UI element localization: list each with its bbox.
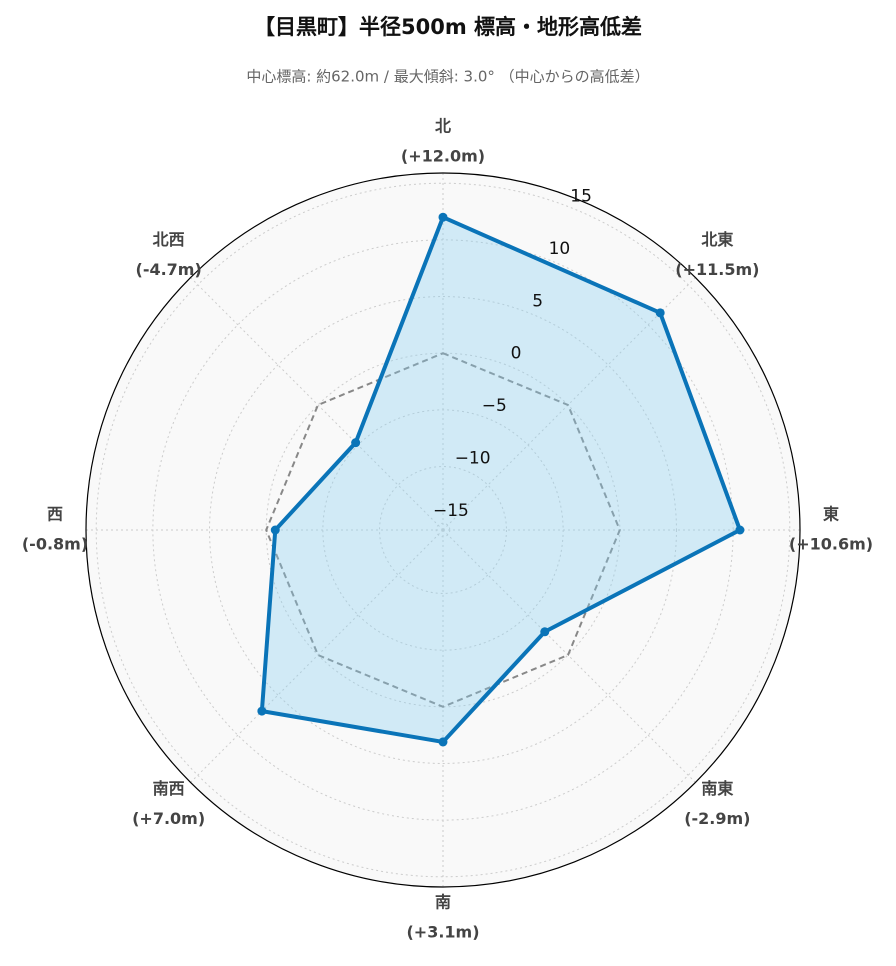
r-tick-label: 5 — [532, 291, 543, 311]
value-label: (+3.1m) — [406, 923, 479, 942]
category-label: 北西 — [153, 230, 185, 249]
r-tick-label: −15 — [433, 501, 469, 521]
data-point — [438, 212, 448, 222]
chart-subtitle: 中心標高: 約62.0m / 最大傾斜: 3.0° （中心からの高低差） — [246, 68, 649, 86]
value-label: (-0.8m) — [22, 535, 88, 554]
category-label: 西 — [47, 505, 63, 524]
data-point — [257, 706, 267, 716]
category-label: 南 — [435, 893, 451, 912]
data-point — [655, 308, 665, 318]
category-label: 北 — [435, 117, 451, 136]
r-tick-label: 10 — [549, 239, 571, 259]
value-label: (+11.5m) — [675, 260, 759, 279]
data-point — [351, 438, 361, 448]
data-point — [270, 525, 280, 535]
value-label: (+7.0m) — [132, 809, 205, 828]
category-label: 南西 — [153, 779, 185, 798]
data-point — [438, 737, 448, 747]
category-label: 東 — [823, 505, 839, 524]
value-label: (-4.7m) — [136, 260, 202, 279]
data-point — [540, 627, 550, 637]
category-label: 北東 — [701, 230, 733, 249]
reference-line — [265, 352, 621, 708]
grid-circle — [379, 466, 507, 594]
r-tick-label: 0 — [511, 344, 522, 364]
value-label: (+12.0m) — [401, 147, 485, 166]
plot-border — [85, 172, 801, 888]
data-point — [735, 525, 745, 535]
value-label: (+10.6m) — [789, 535, 873, 554]
grid-circle — [209, 296, 677, 764]
category-label: 南東 — [701, 779, 733, 798]
r-tick-label: 15 — [570, 187, 592, 207]
r-tick-label: −5 — [482, 396, 507, 416]
r-tick-label: −10 — [455, 448, 491, 468]
value-label: (-2.9m) — [684, 809, 750, 828]
chart-title: 【目黒町】半径500m 標高・地形高低差 — [254, 15, 642, 39]
data-area — [261, 217, 740, 742]
